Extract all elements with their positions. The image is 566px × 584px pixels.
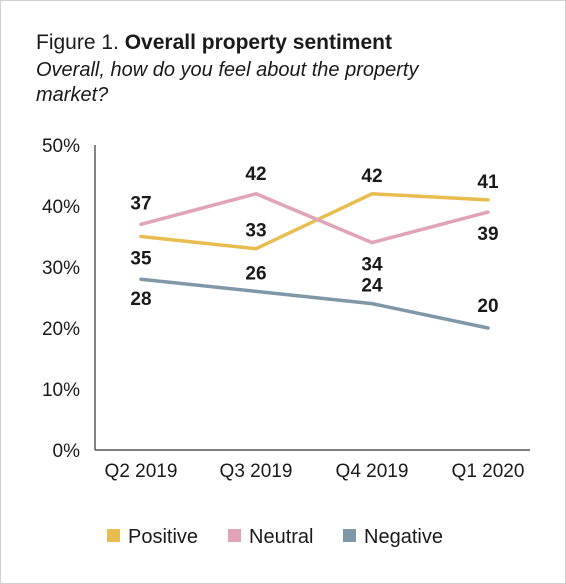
data-label-positive: 42 xyxy=(361,166,382,187)
x-tick-label: Q1 2020 xyxy=(452,461,525,482)
x-tick-label: Q3 2019 xyxy=(220,461,293,482)
chart-axes: 0% 10% 20% 30% 40% 50% Q2 2019 Q3 2019 Q4 2019 Q1… xyxy=(42,136,530,482)
y-tick-label: 40% xyxy=(42,197,80,218)
legend-swatch-positive xyxy=(107,529,120,542)
data-label-neutral: 42 xyxy=(245,164,266,185)
series-line-positive xyxy=(139,192,490,251)
figure-label: Figure 1. xyxy=(36,31,119,54)
data-label-positive: 41 xyxy=(477,172,499,193)
legend-swatch-negative xyxy=(343,529,356,542)
y-tick-label: 20% xyxy=(42,319,80,340)
chart-legend: Positive Neutral Negative xyxy=(107,526,443,548)
y-tick-label: 0% xyxy=(53,441,81,462)
data-label-neutral: 37 xyxy=(130,193,151,214)
x-tick-label: Q4 2019 xyxy=(336,461,409,482)
data-label-positive: 35 xyxy=(130,249,152,270)
legend-swatch-neutral xyxy=(228,529,241,542)
data-label-positive: 33 xyxy=(245,221,266,242)
series-line-neutral xyxy=(139,192,490,245)
data-label-negative: 24 xyxy=(361,276,383,297)
figure-title: Figure 1. Overall property sentiment xyxy=(36,30,392,56)
legend-label-negative: Negative xyxy=(364,526,443,548)
legend-label-positive: Positive xyxy=(128,526,198,548)
data-label-negative: 26 xyxy=(245,263,266,284)
chart-subtitle: Overall, how do you feel about the prope… xyxy=(36,59,419,106)
data-label-neutral: 39 xyxy=(477,224,498,245)
chart-data-labels: 35 33 42 41 37 42 34 39 28 26 24 20 xyxy=(130,164,499,317)
chart-title: Overall property sentiment xyxy=(124,31,392,54)
data-label-neutral: 34 xyxy=(361,255,383,276)
y-tick-label: 50% xyxy=(42,136,80,157)
series-line-negative xyxy=(139,277,490,330)
chart-lines xyxy=(139,192,490,330)
x-tick-label: Q2 2019 xyxy=(105,461,178,482)
data-label-negative: 20 xyxy=(477,296,498,317)
y-tick-label: 10% xyxy=(42,380,80,401)
y-tick-label: 30% xyxy=(42,258,80,279)
legend-label-neutral: Neutral xyxy=(249,526,313,548)
data-label-negative: 28 xyxy=(130,289,151,310)
